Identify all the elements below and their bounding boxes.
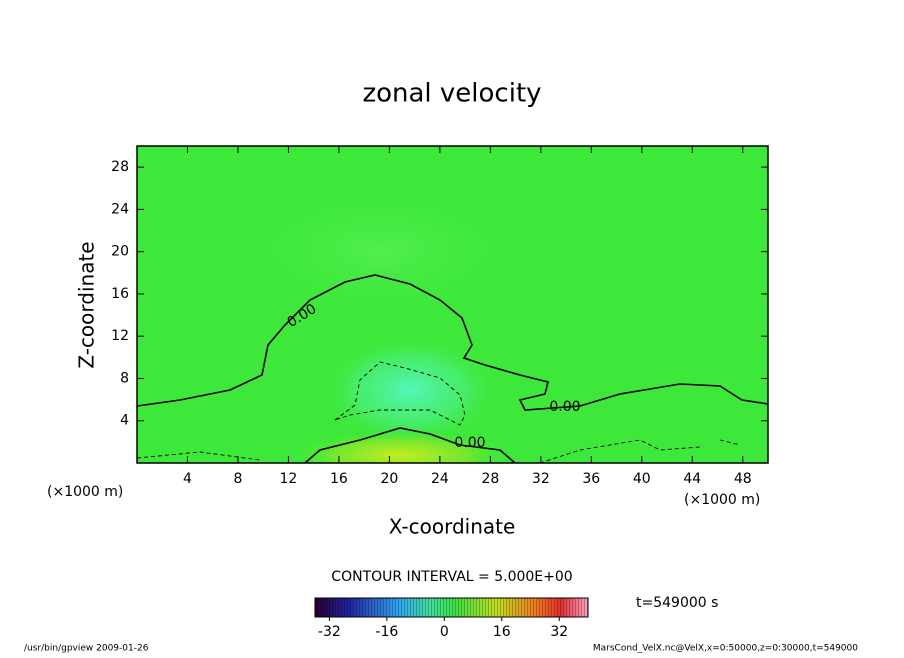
contour-line — [304, 427, 516, 463]
x-unit: (×1000 m) — [684, 492, 760, 508]
y-unit: (×1000 m) — [47, 484, 123, 500]
x-tick-label: 40 — [633, 471, 651, 487]
colorbar-stripes — [315, 598, 588, 617]
x-tick-label: 4 — [183, 471, 192, 487]
colorbar-tick-label: 0 — [440, 624, 449, 640]
time-label: t=549000 s — [636, 595, 718, 611]
y-tick-label: 16 — [111, 286, 129, 302]
x-tick-label: 44 — [683, 471, 701, 487]
contour-line — [334, 361, 466, 426]
footer-left: /usr/bin/gpview 2009-01-26 — [24, 644, 149, 654]
y-tick-label: 24 — [111, 201, 129, 217]
contour-line — [137, 439, 741, 463]
colorbar-tick-label: 16 — [493, 624, 511, 640]
contour-interval: CONTOUR INTERVAL = 5.000E+00 — [331, 569, 572, 585]
x-tick-label: 8 — [233, 471, 242, 487]
contour-line — [137, 274, 768, 411]
x-tick-label: 16 — [330, 471, 348, 487]
x-tick-label: 48 — [734, 471, 752, 487]
footer-right: MarsCond_VelX.nc@VelX,x=0:50000,z=0:3000… — [593, 644, 858, 654]
y-tick-label: 20 — [111, 244, 129, 260]
colorbar-tick-label: -16 — [375, 624, 398, 640]
x-tick-label: 36 — [582, 471, 600, 487]
plot-frame — [136, 145, 769, 464]
x-axis-title: X-coordinate — [389, 515, 516, 539]
colorbar-tick-label: -32 — [318, 624, 341, 640]
x-tick-label: 28 — [481, 471, 499, 487]
y-axis-title: Z-coordinate — [75, 241, 99, 368]
x-tick-label: 20 — [380, 471, 398, 487]
contour-label: 0.00 — [454, 435, 485, 451]
y-tick-label: 8 — [120, 370, 129, 386]
y-tick-label: 28 — [111, 159, 129, 175]
chart-title: zonal velocity — [362, 79, 541, 109]
contour-label: 0.00 — [549, 399, 580, 415]
field — [137, 146, 768, 463]
x-tick-label: 32 — [532, 471, 550, 487]
colorbar-tick-label: 32 — [550, 624, 568, 640]
y-tick-label: 4 — [120, 413, 129, 429]
x-tick-label: 24 — [431, 471, 449, 487]
x-tick-label: 12 — [280, 471, 298, 487]
y-tick-label: 12 — [111, 328, 129, 344]
